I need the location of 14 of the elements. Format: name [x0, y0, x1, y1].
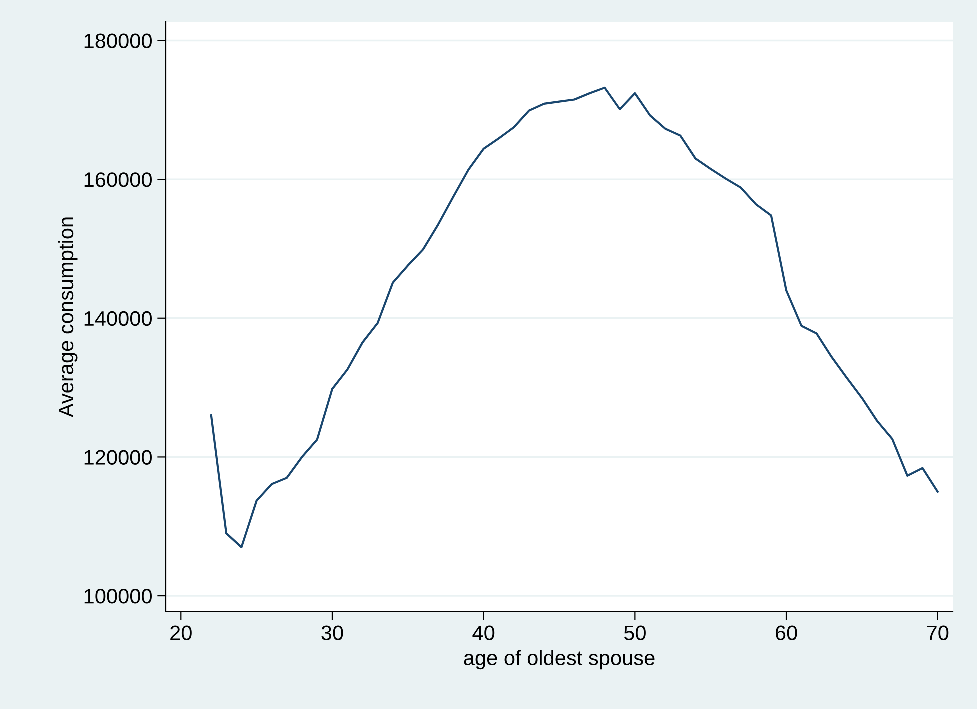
x-tick-label: 20 [170, 626, 192, 640]
y-tick-label: 120000 [84, 450, 152, 465]
x-tick-label: 60 [776, 626, 798, 640]
line-series [210, 86, 939, 548]
y-tick-label: 180000 [84, 34, 152, 48]
x-tick-label: 50 [624, 626, 646, 640]
y-tick-label: 100000 [84, 589, 152, 604]
x-tick-label: 70 [927, 626, 949, 640]
x-tick-label: 30 [322, 626, 344, 640]
y-tick-label: 140000 [84, 311, 152, 326]
y-axis-title: Average consumption [58, 218, 78, 418]
x-axis-title: age of oldest spouse [464, 650, 655, 670]
y-tick-label: 160000 [84, 172, 152, 188]
x-tick-label: 40 [472, 626, 495, 640]
